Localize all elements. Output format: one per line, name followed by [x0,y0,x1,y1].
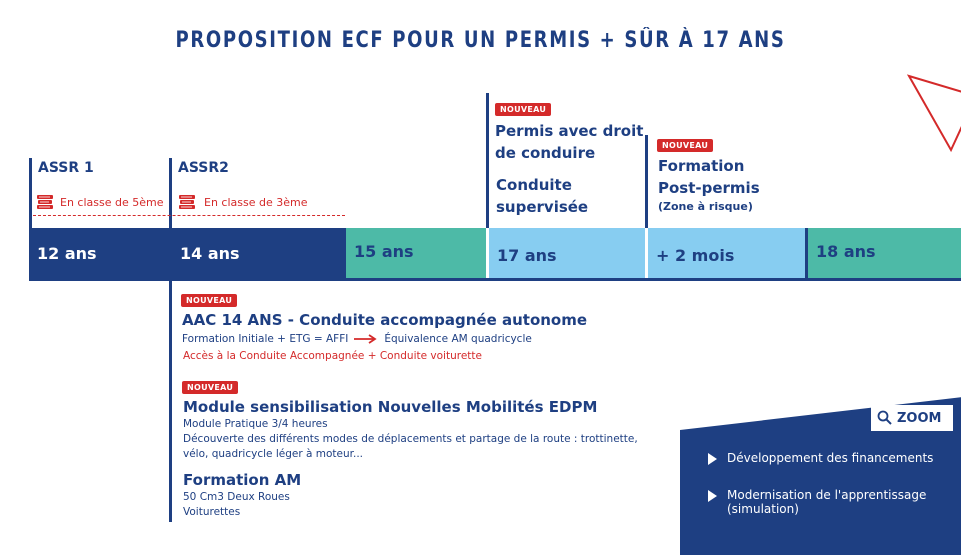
timeline-segment-18: 18 ans [808,228,961,278]
edpm-title: Module sensibilisation Nouvelles Mobilit… [183,398,598,416]
zoom-item-text: Développement des financements [727,451,934,465]
permis-title: Permis avec droit de conduire [495,120,643,164]
assr2-note: En classe de 3ème [178,194,308,210]
aac-line1b: Équivalence AM quadricycle [384,333,532,345]
edpm-line3: vélo, quadricycle léger à moteur... [183,448,363,460]
zoom-item-text: Modernisation de l'apprentissage (simula… [727,488,926,516]
play-icon [708,453,717,465]
supervised-title: Conduite supervisée [496,174,588,218]
post-permis-note: (Zone à risque) [658,200,753,213]
am-line2: Voiturettes [183,506,241,518]
assr1-note: En classe de 5ème [36,194,164,210]
am-title: Formation AM [183,471,302,489]
timeline-baseline [29,278,961,281]
arrow-right-icon [354,334,377,344]
permis-line3: Conduite [496,176,572,194]
play-icon [708,490,717,502]
zoom-item: Développement des financements [708,451,933,465]
edpm-line1: Module Pratique 3/4 heures [183,418,328,430]
timeline-segment-2mois: + 2 mois [648,228,805,278]
am-line1: 50 Cm3 Deux Roues [183,491,290,503]
books-icon [37,195,53,209]
post-permis-title: Formation Post-permis [658,155,760,199]
zoom-item-line: (simulation) [727,502,799,516]
zoom-item: Modernisation de l'apprentissage (simula… [708,488,926,516]
zoom-item-line: Modernisation de l'apprentissage [727,488,927,502]
post-line2: Post-permis [658,179,760,197]
timeline-label: 17 ans [497,245,557,265]
dashed-divider [33,215,345,216]
timeline-label: 12 ans [37,243,97,263]
post-line1: Formation [658,157,745,175]
permis-marker-line [486,93,489,228]
search-icon [877,410,892,425]
timeline-label: 18 ans [816,241,876,261]
assr1-label: ASSR 1 [38,160,94,176]
timeline-label: 14 ans [180,243,240,263]
post-permis-marker-line [645,135,648,228]
aac-title: AAC 14 ANS - Conduite accompagnée autono… [182,311,588,329]
assr2-label: ASSR2 [178,160,229,176]
permis-line1: Permis avec droit [495,122,644,140]
timeline-segment-17: 17 ans [489,228,645,278]
aac-line1: Formation Initiale + ETG = AFFI Équivale… [182,333,532,345]
edpm-line2: Découverte des différents modes de dépla… [183,433,638,445]
new-badge: NOUVEAU [182,381,239,394]
decorative-triangle [906,74,961,153]
books-icon [179,195,195,209]
page-title: PROPOSITION ECF POUR UN PERMIS + SÛR À 1… [175,28,786,53]
permis-line4: supervisée [496,198,589,216]
assr1-note-text: En classe de 5ème [60,195,164,209]
timeline-segment-14: 14 ans [172,228,346,278]
timeline-label: + 2 mois [656,245,735,265]
new-badge: NOUVEAU [657,139,714,152]
zoom-label: ZOOM [897,410,942,426]
timeline-segment-15: 15 ans [346,228,486,278]
permis-line2: de conduire [495,144,596,162]
new-badge: NOUVEAU [181,294,238,307]
zoom-button[interactable]: ZOOM [871,405,953,431]
aac-line2: Accès à la Conduite Accompagnée + Condui… [183,350,482,362]
assr1-marker-line [29,158,32,228]
timeline-label: 15 ans [354,241,414,261]
timeline-segment-12: 12 ans [29,228,169,278]
new-badge: NOUVEAU [495,103,552,116]
aac-line1a: Formation Initiale + ETG = AFFI [182,333,349,345]
assr2-note-text: En classe de 3ème [204,195,308,209]
assr2-marker-line [169,158,172,522]
timeline-divider [805,228,808,278]
